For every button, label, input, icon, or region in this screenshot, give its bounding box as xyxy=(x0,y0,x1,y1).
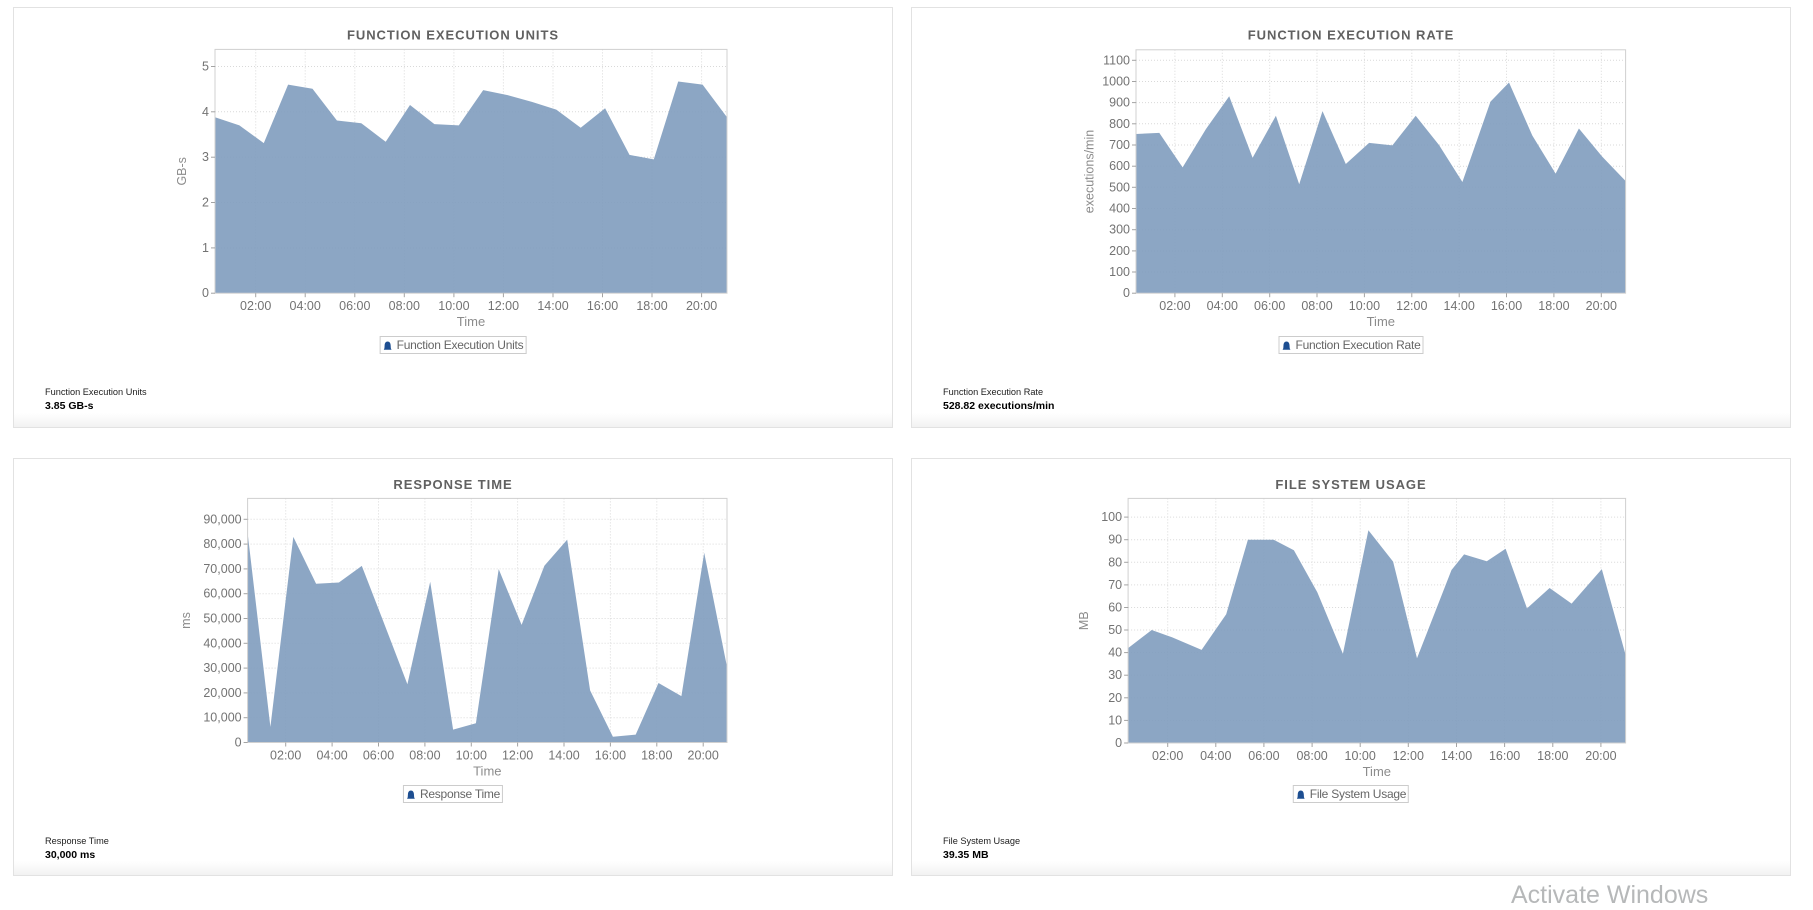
svg-text:20:00: 20:00 xyxy=(1586,299,1617,313)
svg-text:16:00: 16:00 xyxy=(595,748,626,762)
svg-text:02:00: 02:00 xyxy=(240,299,271,313)
svg-text:12:00: 12:00 xyxy=(1396,299,1427,313)
svg-text:10:00: 10:00 xyxy=(438,299,469,313)
svg-text:14:00: 14:00 xyxy=(548,748,579,762)
svg-text:700: 700 xyxy=(1109,138,1130,152)
svg-text:18:00: 18:00 xyxy=(1537,749,1568,763)
svg-text:3: 3 xyxy=(202,150,209,164)
svg-text:70: 70 xyxy=(1108,578,1122,592)
svg-text:FUNCTION EXECUTION UNITS: FUNCTION EXECUTION UNITS xyxy=(347,28,559,43)
svg-text:18:00: 18:00 xyxy=(1538,299,1569,313)
svg-text:06:00: 06:00 xyxy=(363,748,394,762)
svg-text:0: 0 xyxy=(235,736,242,750)
svg-text:12:00: 12:00 xyxy=(1393,749,1424,763)
svg-text:100: 100 xyxy=(1109,265,1130,279)
svg-text:1100: 1100 xyxy=(1103,53,1130,67)
svg-text:06:00: 06:00 xyxy=(1248,749,1279,763)
svg-text:04:00: 04:00 xyxy=(1207,299,1238,313)
svg-text:04:00: 04:00 xyxy=(290,299,321,313)
svg-text:1000: 1000 xyxy=(1102,75,1130,89)
svg-text:80: 80 xyxy=(1108,555,1122,569)
svg-text:30,000: 30,000 xyxy=(203,661,241,675)
svg-text:16:00: 16:00 xyxy=(587,299,618,313)
svg-text:06:00: 06:00 xyxy=(1254,299,1285,313)
svg-text:Time: Time xyxy=(457,314,485,329)
svg-text:16:00: 16:00 xyxy=(1489,749,1520,763)
svg-text:02:00: 02:00 xyxy=(270,748,301,762)
svg-text:800: 800 xyxy=(1109,117,1130,131)
svg-text:20,000: 20,000 xyxy=(203,686,241,700)
svg-text:MB: MB xyxy=(1077,611,1091,630)
svg-text:300: 300 xyxy=(1109,223,1130,237)
svg-text:0: 0 xyxy=(202,286,209,300)
svg-text:18:00: 18:00 xyxy=(641,748,672,762)
svg-text:FUNCTION EXECUTION RATE: FUNCTION EXECUTION RATE xyxy=(1248,28,1455,43)
svg-text:ms: ms xyxy=(179,612,193,629)
svg-text:12:00: 12:00 xyxy=(502,748,533,762)
svg-text:40: 40 xyxy=(1108,646,1122,660)
svg-text:18:00: 18:00 xyxy=(636,299,667,313)
svg-text:02:00: 02:00 xyxy=(1159,299,1190,313)
svg-text:GB-s: GB-s xyxy=(175,157,189,185)
svg-text:14:00: 14:00 xyxy=(1444,299,1475,313)
svg-text:20:00: 20:00 xyxy=(1585,749,1616,763)
svg-text:FILE SYSTEM USAGE: FILE SYSTEM USAGE xyxy=(1275,477,1426,492)
svg-text:1: 1 xyxy=(202,241,209,255)
svg-text:60,000: 60,000 xyxy=(203,587,241,601)
svg-text:5: 5 xyxy=(202,60,209,74)
svg-text:4: 4 xyxy=(202,105,209,119)
svg-text:20: 20 xyxy=(1108,691,1122,705)
svg-text:10:00: 10:00 xyxy=(456,748,487,762)
svg-text:Time: Time xyxy=(1363,764,1391,779)
svg-text:10:00: 10:00 xyxy=(1349,299,1380,313)
svg-text:04:00: 04:00 xyxy=(1200,749,1231,763)
svg-text:06:00: 06:00 xyxy=(339,299,370,313)
svg-text:10:00: 10:00 xyxy=(1345,749,1376,763)
svg-text:40,000: 40,000 xyxy=(203,636,241,650)
svg-text:16:00: 16:00 xyxy=(1491,299,1522,313)
svg-text:90: 90 xyxy=(1108,533,1122,547)
svg-text:90,000: 90,000 xyxy=(203,512,241,526)
svg-text:Time: Time xyxy=(1367,314,1395,329)
svg-text:08:00: 08:00 xyxy=(1301,299,1332,313)
svg-text:2: 2 xyxy=(202,196,209,210)
svg-text:900: 900 xyxy=(1109,96,1130,110)
svg-text:20:00: 20:00 xyxy=(688,748,719,762)
svg-text:600: 600 xyxy=(1109,159,1130,173)
svg-text:RESPONSE TIME: RESPONSE TIME xyxy=(393,477,512,492)
svg-text:12:00: 12:00 xyxy=(488,299,519,313)
svg-text:14:00: 14:00 xyxy=(537,299,568,313)
svg-text:0: 0 xyxy=(1123,286,1130,300)
svg-text:50: 50 xyxy=(1108,623,1122,637)
svg-text:30: 30 xyxy=(1108,668,1122,682)
svg-text:80,000: 80,000 xyxy=(203,537,241,551)
svg-text:executions/min: executions/min xyxy=(1083,130,1097,213)
svg-text:Time: Time xyxy=(473,763,501,778)
svg-text:08:00: 08:00 xyxy=(1296,749,1327,763)
svg-text:500: 500 xyxy=(1109,180,1130,194)
svg-text:04:00: 04:00 xyxy=(316,748,347,762)
svg-text:02:00: 02:00 xyxy=(1152,749,1183,763)
svg-text:60: 60 xyxy=(1108,601,1122,615)
svg-text:400: 400 xyxy=(1109,202,1130,216)
svg-text:14:00: 14:00 xyxy=(1441,749,1472,763)
svg-text:10,000: 10,000 xyxy=(203,711,241,725)
svg-text:08:00: 08:00 xyxy=(389,299,420,313)
svg-text:50,000: 50,000 xyxy=(203,612,241,626)
svg-text:200: 200 xyxy=(1109,244,1130,258)
svg-text:10: 10 xyxy=(1108,713,1122,727)
svg-text:0: 0 xyxy=(1115,736,1122,750)
svg-text:08:00: 08:00 xyxy=(409,748,440,762)
svg-text:20:00: 20:00 xyxy=(686,299,717,313)
svg-text:70,000: 70,000 xyxy=(203,562,241,576)
svg-text:100: 100 xyxy=(1101,510,1122,524)
